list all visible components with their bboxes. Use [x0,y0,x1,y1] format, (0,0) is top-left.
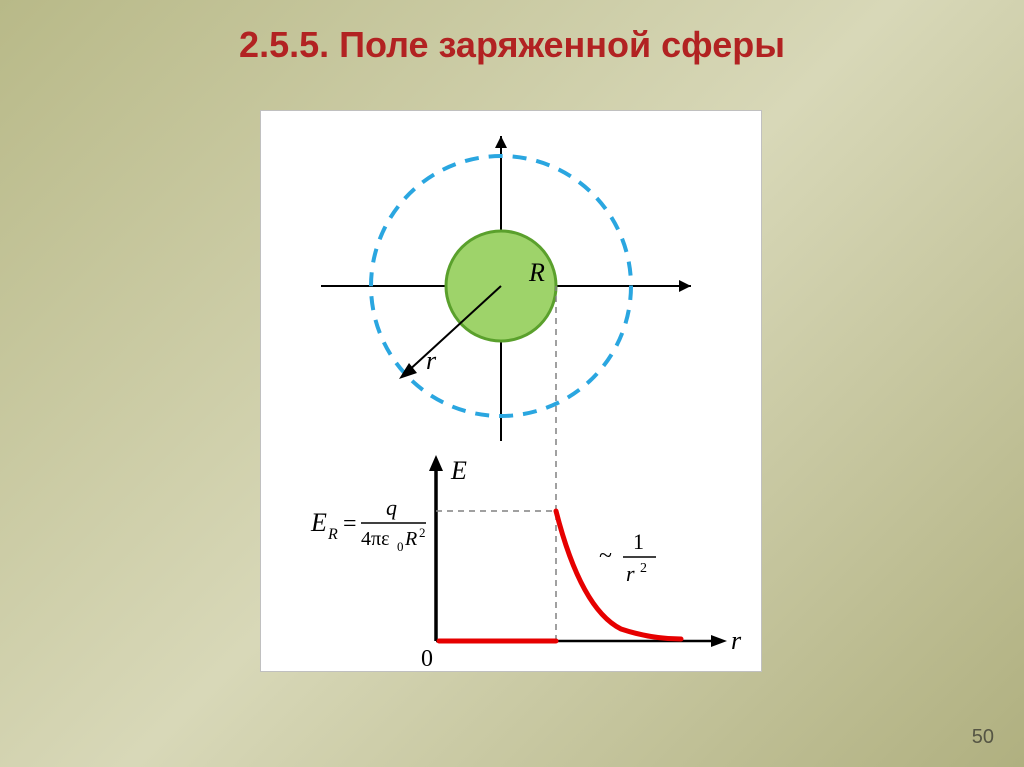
slide: 2.5.5. Поле заряженной сферы R [0,0,1024,767]
svg-text:0: 0 [397,539,404,554]
origin-label: 0 [421,646,433,671]
svg-text:E: E [310,508,327,537]
radius-r-label: r [426,346,437,375]
svg-text:~: ~ [599,543,612,569]
page-number: 50 [972,726,994,749]
svg-text:2: 2 [419,525,426,540]
svg-text:=: = [343,511,357,537]
svg-text:1: 1 [633,529,644,554]
svg-text:2: 2 [640,561,647,576]
physics-figure: R r E r 0 [260,110,762,672]
slide-title: 2.5.5. Поле заряженной сферы [0,24,1024,66]
formula-ER: E R = q 4πε 0 R 2 [310,495,426,554]
svg-text:r: r [626,561,635,586]
svg-text:q: q [386,495,397,520]
svg-text:R: R [404,528,417,550]
radius-R-label: R [528,258,545,287]
curve-decay [556,511,681,639]
svg-text:R: R [327,526,338,543]
figure-svg: R r E r 0 [261,111,761,671]
E-axis-label: E [450,456,467,485]
r-axis-label: r [731,626,742,655]
graph-axes [429,455,727,647]
svg-text:4πε: 4πε [361,528,390,550]
formula-tilde: ~ 1 r 2 [599,529,656,586]
